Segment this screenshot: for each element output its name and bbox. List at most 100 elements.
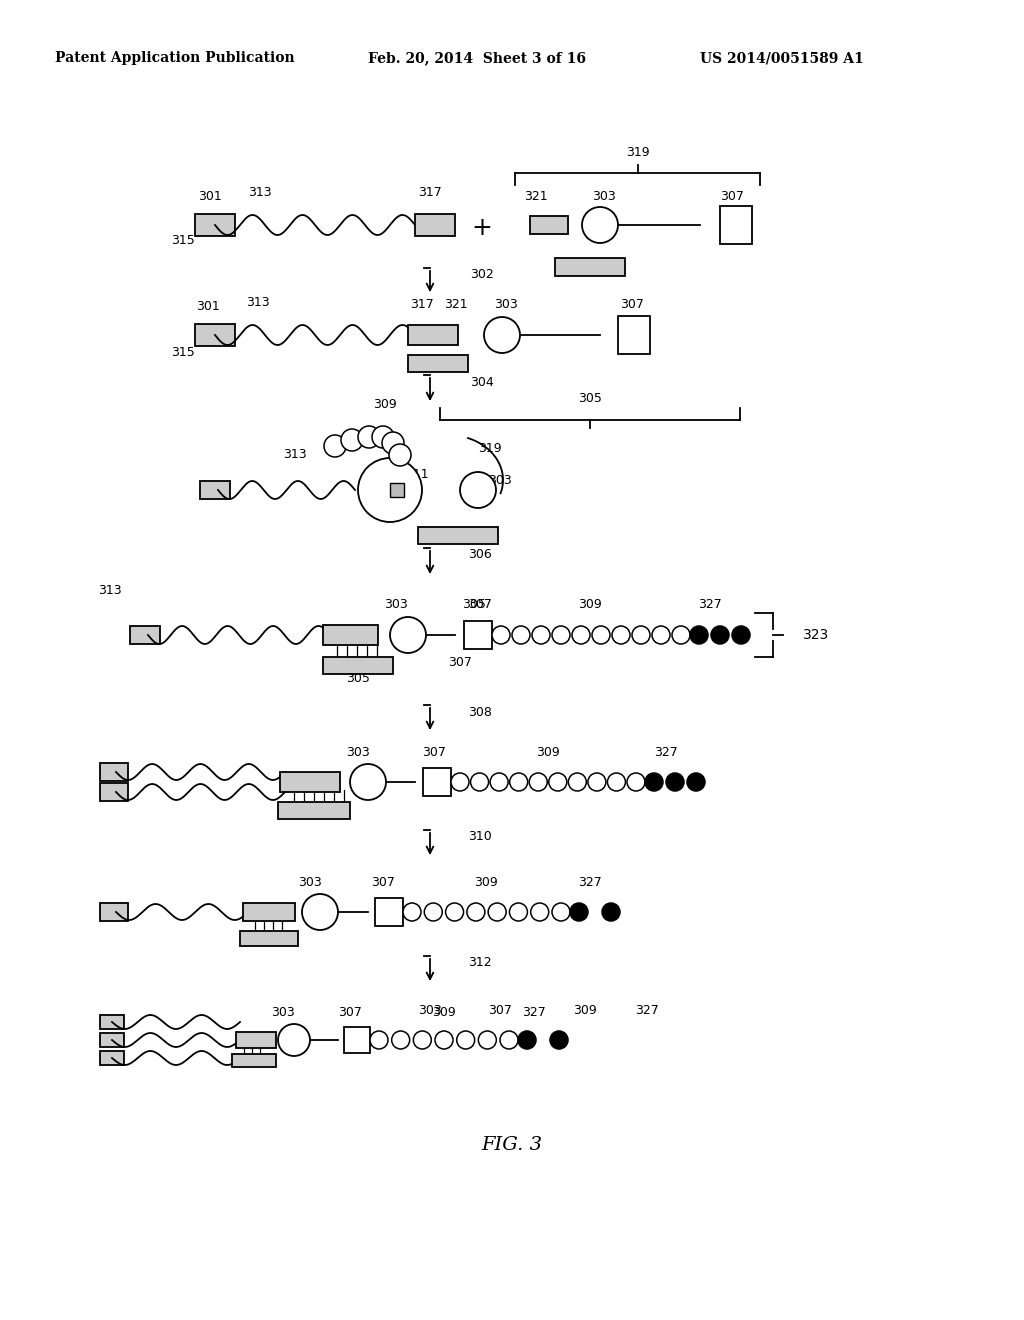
Bar — [100, 1034, 124, 1047]
Circle shape — [627, 774, 645, 791]
Text: +: + — [472, 216, 493, 240]
Circle shape — [518, 1031, 536, 1049]
Circle shape — [592, 626, 610, 644]
Circle shape — [424, 903, 442, 921]
Bar — [100, 783, 128, 801]
Bar — [130, 626, 160, 644]
Circle shape — [529, 774, 547, 791]
Circle shape — [602, 903, 620, 921]
Text: 321: 321 — [524, 190, 548, 202]
Bar — [530, 216, 568, 234]
Text: 307: 307 — [422, 746, 445, 759]
Bar — [408, 355, 468, 371]
Bar — [423, 768, 451, 796]
Bar — [100, 1051, 124, 1065]
Text: 313: 313 — [98, 583, 122, 597]
Text: Patent Application Publication: Patent Application Publication — [55, 51, 295, 65]
Circle shape — [687, 774, 705, 791]
Text: 327: 327 — [698, 598, 722, 610]
Bar — [100, 1015, 124, 1030]
Text: 317: 317 — [411, 298, 434, 312]
Circle shape — [645, 774, 663, 791]
Circle shape — [471, 774, 488, 791]
Text: 303: 303 — [298, 875, 322, 888]
Circle shape — [666, 774, 684, 791]
Bar — [720, 206, 752, 244]
Circle shape — [350, 764, 386, 800]
Text: 303: 303 — [271, 1006, 295, 1019]
Text: 307: 307 — [358, 432, 382, 445]
Text: 307: 307 — [338, 1006, 361, 1019]
Circle shape — [358, 458, 422, 521]
Circle shape — [382, 432, 404, 454]
Text: 301: 301 — [198, 190, 222, 202]
Text: 303: 303 — [488, 474, 512, 487]
Circle shape — [435, 1031, 453, 1049]
Text: 315: 315 — [171, 234, 195, 247]
Text: 306: 306 — [468, 548, 492, 561]
Text: 303: 303 — [346, 746, 370, 759]
Text: 313: 313 — [284, 447, 307, 461]
Text: 303: 303 — [592, 190, 615, 202]
Text: 304: 304 — [470, 375, 494, 388]
Text: 309: 309 — [573, 1003, 597, 1016]
Circle shape — [492, 626, 510, 644]
Circle shape — [278, 1024, 310, 1056]
Text: 327: 327 — [635, 1003, 658, 1016]
Text: 303: 303 — [495, 297, 518, 310]
Text: 313: 313 — [248, 186, 271, 198]
Circle shape — [572, 626, 590, 644]
Circle shape — [690, 626, 708, 644]
Bar — [618, 315, 650, 354]
Circle shape — [445, 903, 464, 921]
Text: 311: 311 — [406, 467, 429, 480]
Text: 313: 313 — [246, 296, 269, 309]
Bar — [236, 1032, 276, 1048]
Circle shape — [460, 473, 496, 508]
Circle shape — [389, 444, 411, 466]
Text: 309: 309 — [537, 746, 560, 759]
Circle shape — [530, 903, 549, 921]
Text: 308: 308 — [468, 705, 492, 718]
Circle shape — [451, 774, 469, 791]
Text: 309: 309 — [474, 875, 498, 888]
Text: 305: 305 — [579, 392, 602, 404]
Text: 317: 317 — [418, 186, 442, 198]
Text: 327: 327 — [522, 1006, 546, 1019]
Circle shape — [532, 626, 550, 644]
Circle shape — [324, 436, 346, 457]
Circle shape — [509, 903, 527, 921]
Bar — [278, 801, 350, 818]
Text: 305: 305 — [346, 672, 370, 685]
Circle shape — [341, 429, 362, 451]
Text: 303: 303 — [418, 1003, 442, 1016]
Text: 309: 309 — [432, 1006, 456, 1019]
Circle shape — [372, 426, 394, 447]
Circle shape — [550, 1031, 568, 1049]
Text: FIG. 3: FIG. 3 — [481, 1137, 543, 1154]
Text: 307: 307 — [371, 875, 395, 888]
Circle shape — [552, 626, 570, 644]
Circle shape — [582, 207, 618, 243]
Text: 309: 309 — [579, 598, 602, 610]
Text: Feb. 20, 2014  Sheet 3 of 16: Feb. 20, 2014 Sheet 3 of 16 — [368, 51, 586, 65]
Circle shape — [467, 903, 484, 921]
Bar — [390, 483, 404, 498]
Text: 315: 315 — [171, 346, 195, 359]
Bar — [100, 903, 128, 921]
Circle shape — [391, 1031, 410, 1049]
Bar — [200, 480, 230, 499]
Circle shape — [612, 626, 630, 644]
Circle shape — [490, 774, 508, 791]
Bar — [195, 323, 234, 346]
Text: 309: 309 — [373, 399, 397, 412]
Circle shape — [549, 774, 566, 791]
Circle shape — [711, 626, 729, 644]
Text: 301: 301 — [197, 300, 220, 313]
Bar — [243, 903, 295, 921]
Bar — [240, 931, 298, 945]
Text: 307: 307 — [720, 190, 744, 202]
Circle shape — [510, 774, 527, 791]
Text: 307: 307 — [468, 598, 492, 610]
Circle shape — [500, 1031, 518, 1049]
